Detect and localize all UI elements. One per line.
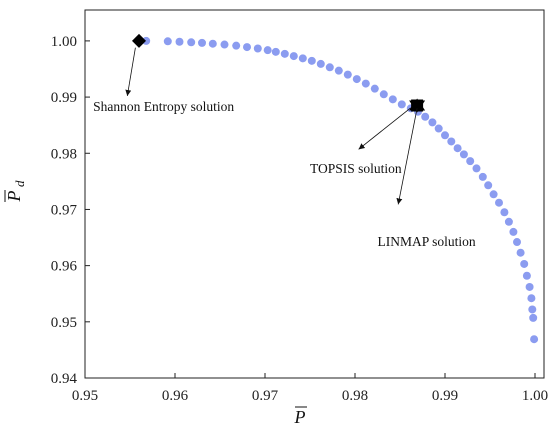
data-point: [525, 282, 534, 291]
data-point: [325, 63, 334, 72]
data-point: [379, 90, 388, 99]
y-tick-label: 1.00: [51, 34, 77, 50]
data-point: [478, 172, 487, 181]
x-axis-title: P: [294, 407, 306, 427]
y-tick-label: 0.94: [51, 371, 78, 387]
annotation-arrow: [396, 108, 418, 205]
y-axis-title-main: P: [4, 191, 24, 203]
data-point: [513, 238, 521, 247]
x-tick-label: 0.97: [252, 388, 279, 404]
data-point: [428, 118, 437, 127]
data-point: [466, 157, 475, 166]
annotation-arrow: [125, 47, 136, 97]
data-point: [187, 38, 196, 47]
data-point: [495, 198, 503, 207]
y-tick-label: 0.96: [51, 259, 78, 275]
data-point: [520, 259, 529, 268]
data-point: [163, 37, 172, 46]
data-point: [220, 40, 229, 49]
annotation-arrow: [358, 107, 412, 150]
data-point: [528, 305, 537, 314]
annotation-label: LINMAP solution: [378, 234, 476, 249]
x-tick-label: 0.96: [162, 388, 189, 404]
data-point: [434, 124, 443, 133]
x-tick-label: 0.99: [432, 388, 458, 404]
data-point: [453, 144, 462, 153]
x-axis-ticks: 0.95 0.96 0.97 0.98 0.99 1.00: [72, 373, 548, 404]
data-point: [298, 54, 307, 63]
annotation-label: Shannon Entropy solution: [93, 99, 234, 114]
data-point: [530, 335, 539, 344]
data-point: [361, 79, 370, 88]
data-point: [280, 49, 289, 58]
y-axis-title-subscript: d: [12, 180, 27, 187]
data-point: [500, 208, 509, 217]
data-point: [388, 95, 397, 104]
y-tick-label: 0.97: [51, 202, 78, 218]
annotations: Shannon Entropy solution TOPSIS solution L…: [93, 33, 476, 249]
data-point: [263, 46, 272, 55]
x-tick-label: 0.98: [342, 388, 368, 404]
y-tick-label: 0.99: [51, 90, 77, 106]
data-point: [334, 66, 343, 75]
data-point: [509, 227, 518, 236]
data-point: [529, 313, 538, 322]
data-point: [142, 36, 151, 45]
data-point: [175, 37, 184, 46]
data-point: [472, 164, 481, 173]
data-point: [516, 248, 525, 257]
data-point: [421, 112, 430, 121]
data-point: [441, 131, 449, 140]
data-point: [352, 75, 361, 84]
data-point: [243, 43, 251, 52]
data-point: [504, 217, 513, 226]
y-axis-ticks: 0.94 0.95 0.96 0.97 0.98 0.99 1.00: [51, 34, 90, 387]
x-tick-label: 1.00: [522, 388, 548, 404]
y-axis-title: P d: [4, 180, 27, 203]
linmap-marker-mirror: [409, 98, 426, 111]
data-point: [484, 181, 493, 190]
data-point: [271, 47, 280, 56]
data-point: [232, 41, 241, 50]
data-point: [198, 38, 206, 47]
data-point: [397, 100, 406, 109]
plot-frame: [84, 9, 545, 379]
x-tick-label: 0.95: [72, 388, 98, 404]
data-point: [370, 84, 379, 93]
data-point: [489, 190, 498, 199]
shannon-entropy-marker: [132, 33, 146, 48]
data-point: [447, 137, 456, 146]
data-point: [343, 70, 352, 79]
pareto-points: [142, 36, 539, 344]
data-point: [307, 56, 316, 65]
data-point: [208, 39, 217, 48]
y-tick-label: 0.95: [51, 315, 77, 331]
data-point: [459, 150, 468, 159]
data-point: [522, 271, 531, 280]
data-point: [316, 59, 325, 68]
data-point: [289, 52, 298, 61]
data-point: [527, 294, 536, 303]
data-point: [253, 44, 262, 53]
annotation-label: TOPSIS solution: [310, 161, 402, 176]
y-tick-label: 0.98: [51, 146, 77, 162]
